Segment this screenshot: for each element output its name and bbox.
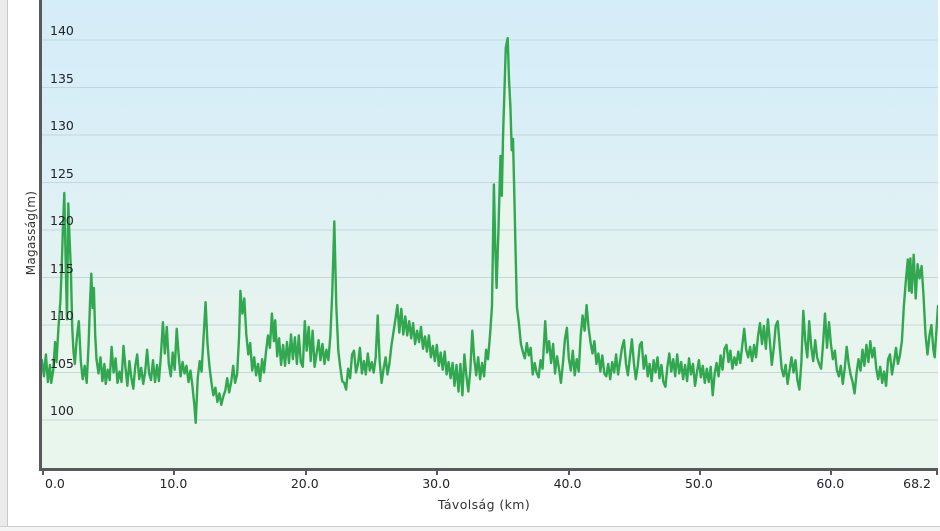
x-tick-label-30.0: 30.0 [422, 476, 451, 491]
x-tick-label-60.0: 60.0 [816, 476, 845, 491]
x-tick-mark-0.0 [42, 471, 44, 475]
x-tick-label-68.2: 68.2 [903, 476, 931, 491]
elevation-line [42, 36, 938, 424]
x-tick-label-20.0: 20.0 [290, 476, 319, 491]
y-tick-label-135: 135 [50, 70, 74, 86]
panel-left-gutter [0, 0, 8, 530]
y-axis-title: Magasság(m) [24, 190, 38, 276]
x-tick-mark-20.0 [304, 471, 307, 475]
y-tick-label-130: 130 [50, 118, 74, 133]
y-tick-label-125: 125 [50, 165, 74, 181]
x-tick-mark-40.0 [567, 471, 570, 475]
y-tick-label-140: 140 [50, 23, 74, 38]
elevation-area-fill [42, 38, 938, 468]
x-tick-mark-50.0 [698, 471, 701, 475]
x-axis-title: Távolság (km) [437, 497, 531, 512]
x-tick-label-40.0: 40.0 [553, 476, 582, 491]
x-tick-mark-30.0 [436, 471, 439, 475]
y-tick-label-110: 110 [50, 308, 74, 323]
panel-bottom-gutter [0, 526, 940, 531]
y-tick-label-115: 115 [50, 260, 74, 276]
x-tick-mark-60.0 [830, 471, 833, 475]
y-tick-label-120: 120 [50, 213, 74, 228]
x-tick-label-0.0: 0.0 [45, 476, 65, 491]
y-tick-label-100: 100 [50, 403, 74, 418]
x-tick-mark-10.0 [173, 471, 176, 475]
y-axis-line [39, 0, 42, 471]
x-tick-label-10.0: 10.0 [159, 476, 188, 491]
x-axis-line [39, 468, 938, 471]
x-tick-mark-68.2 [936, 471, 938, 475]
x-tick-label-50.0: 50.0 [684, 476, 713, 491]
y-tick-label-105: 105 [50, 355, 74, 371]
elevation-chart [42, 36, 938, 468]
